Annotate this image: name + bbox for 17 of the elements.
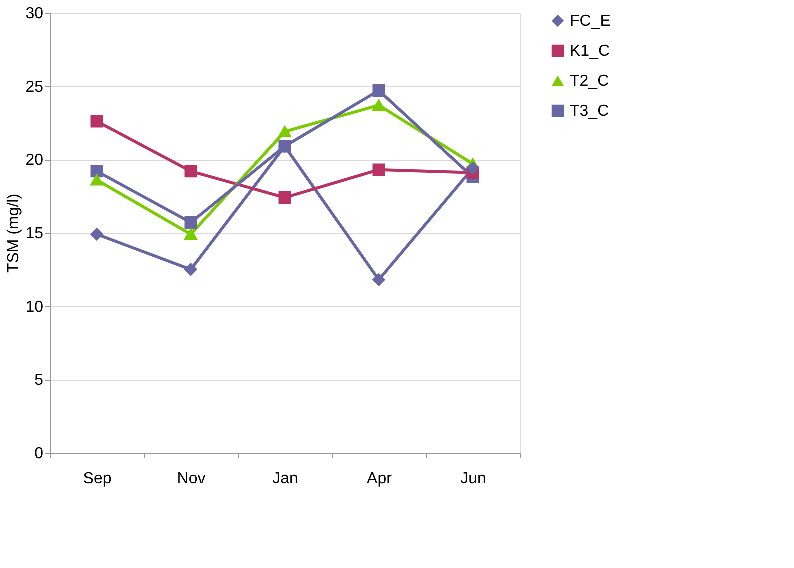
y-tick-label: 30	[26, 6, 44, 22]
y-tick-label: 15	[26, 226, 44, 242]
legend-label: T3_C	[570, 103, 610, 120]
x-tick-label: Nov	[177, 470, 206, 488]
y-tick-label: 0	[34, 446, 44, 462]
legend-label: T2_C	[570, 73, 610, 90]
legend-label: K1_C	[570, 43, 610, 60]
x-tick-label: Apr	[367, 470, 393, 488]
y-tick-label: 10	[26, 298, 44, 316]
x-tick-label: Sep	[83, 470, 112, 488]
y-tick-label: 25	[26, 78, 44, 96]
y-tick-label: 5	[34, 372, 44, 390]
x-tick-label: Jan	[272, 470, 298, 488]
x-tick-label: Jun	[460, 470, 486, 488]
y-axis-title: TSM (mg/l)	[6, 194, 23, 274]
legend-label: FC_E	[570, 13, 611, 30]
y-tick-label: 20	[26, 152, 44, 170]
